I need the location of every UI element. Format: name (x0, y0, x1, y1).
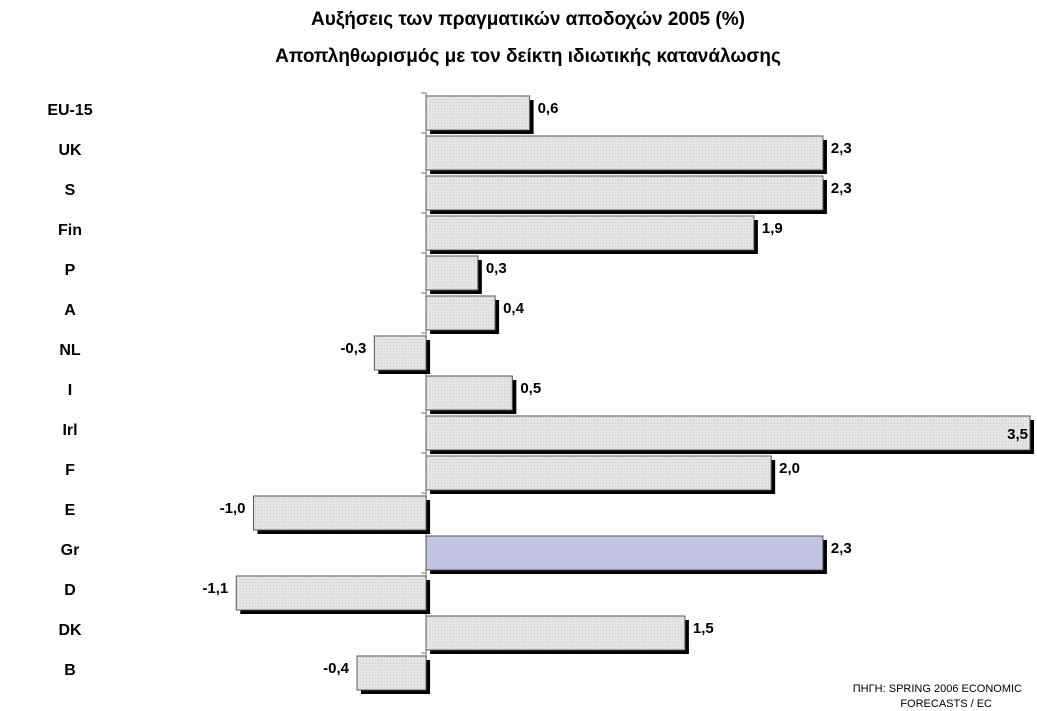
category-label: B (64, 662, 76, 679)
category-label: Fin (58, 222, 82, 239)
value-label: 2,3 (831, 540, 852, 557)
chart-title: Αυξήσεις των πραγματικών αποδοχών 2005 (… (311, 9, 745, 30)
category-label: Gr (61, 542, 80, 559)
category-label: UK (58, 142, 82, 159)
bar-texture (426, 616, 685, 650)
value-label: 2,0 (779, 460, 800, 477)
category-label: Irl (62, 422, 77, 439)
category-label: E (65, 502, 76, 519)
bar-texture (357, 656, 427, 690)
bar-texture (426, 216, 754, 250)
value-label: 2,3 (831, 180, 852, 197)
category-label: A (64, 302, 76, 319)
value-label: -1,0 (220, 500, 246, 517)
category-label: F (65, 462, 75, 479)
bar-texture (253, 496, 427, 530)
bar-texture (426, 456, 772, 490)
bar-texture (374, 336, 427, 370)
value-label: -1,1 (202, 580, 228, 597)
category-label: NL (59, 342, 81, 359)
value-label: 1,9 (762, 220, 783, 237)
bar-texture (426, 176, 823, 210)
category-label: EU-15 (47, 102, 92, 119)
bar (425, 535, 824, 571)
bar-texture (426, 256, 478, 290)
bar-texture (426, 296, 496, 330)
bar-texture (426, 376, 513, 410)
category-label: P (65, 262, 76, 279)
category-label: DK (58, 622, 82, 639)
value-label: -0,3 (340, 340, 366, 357)
bar-texture (236, 576, 427, 610)
bar-texture (426, 96, 530, 130)
category-label: D (64, 582, 76, 599)
value-label: 0,3 (486, 260, 507, 277)
value-label: 0,6 (538, 100, 559, 117)
value-label: 0,4 (503, 300, 525, 317)
chart-subtitle: Αποπληθωρισμός με τον δείκτη ιδιωτικής κ… (275, 46, 781, 67)
value-label: 3,5 (1007, 426, 1028, 443)
category-label: S (65, 182, 76, 199)
value-label: 1,5 (693, 620, 714, 637)
category-label: I (68, 382, 72, 399)
source-note: FORECASTS / EC (900, 698, 992, 710)
value-label: 0,5 (520, 380, 541, 397)
value-label: 2,3 (831, 140, 852, 157)
source-note: ΠΗΓΗ: SPRING 2006 ECONOMIC (853, 683, 1022, 695)
bar-texture (426, 416, 1030, 450)
bar-texture (426, 136, 823, 170)
value-label: -0,4 (323, 660, 350, 677)
